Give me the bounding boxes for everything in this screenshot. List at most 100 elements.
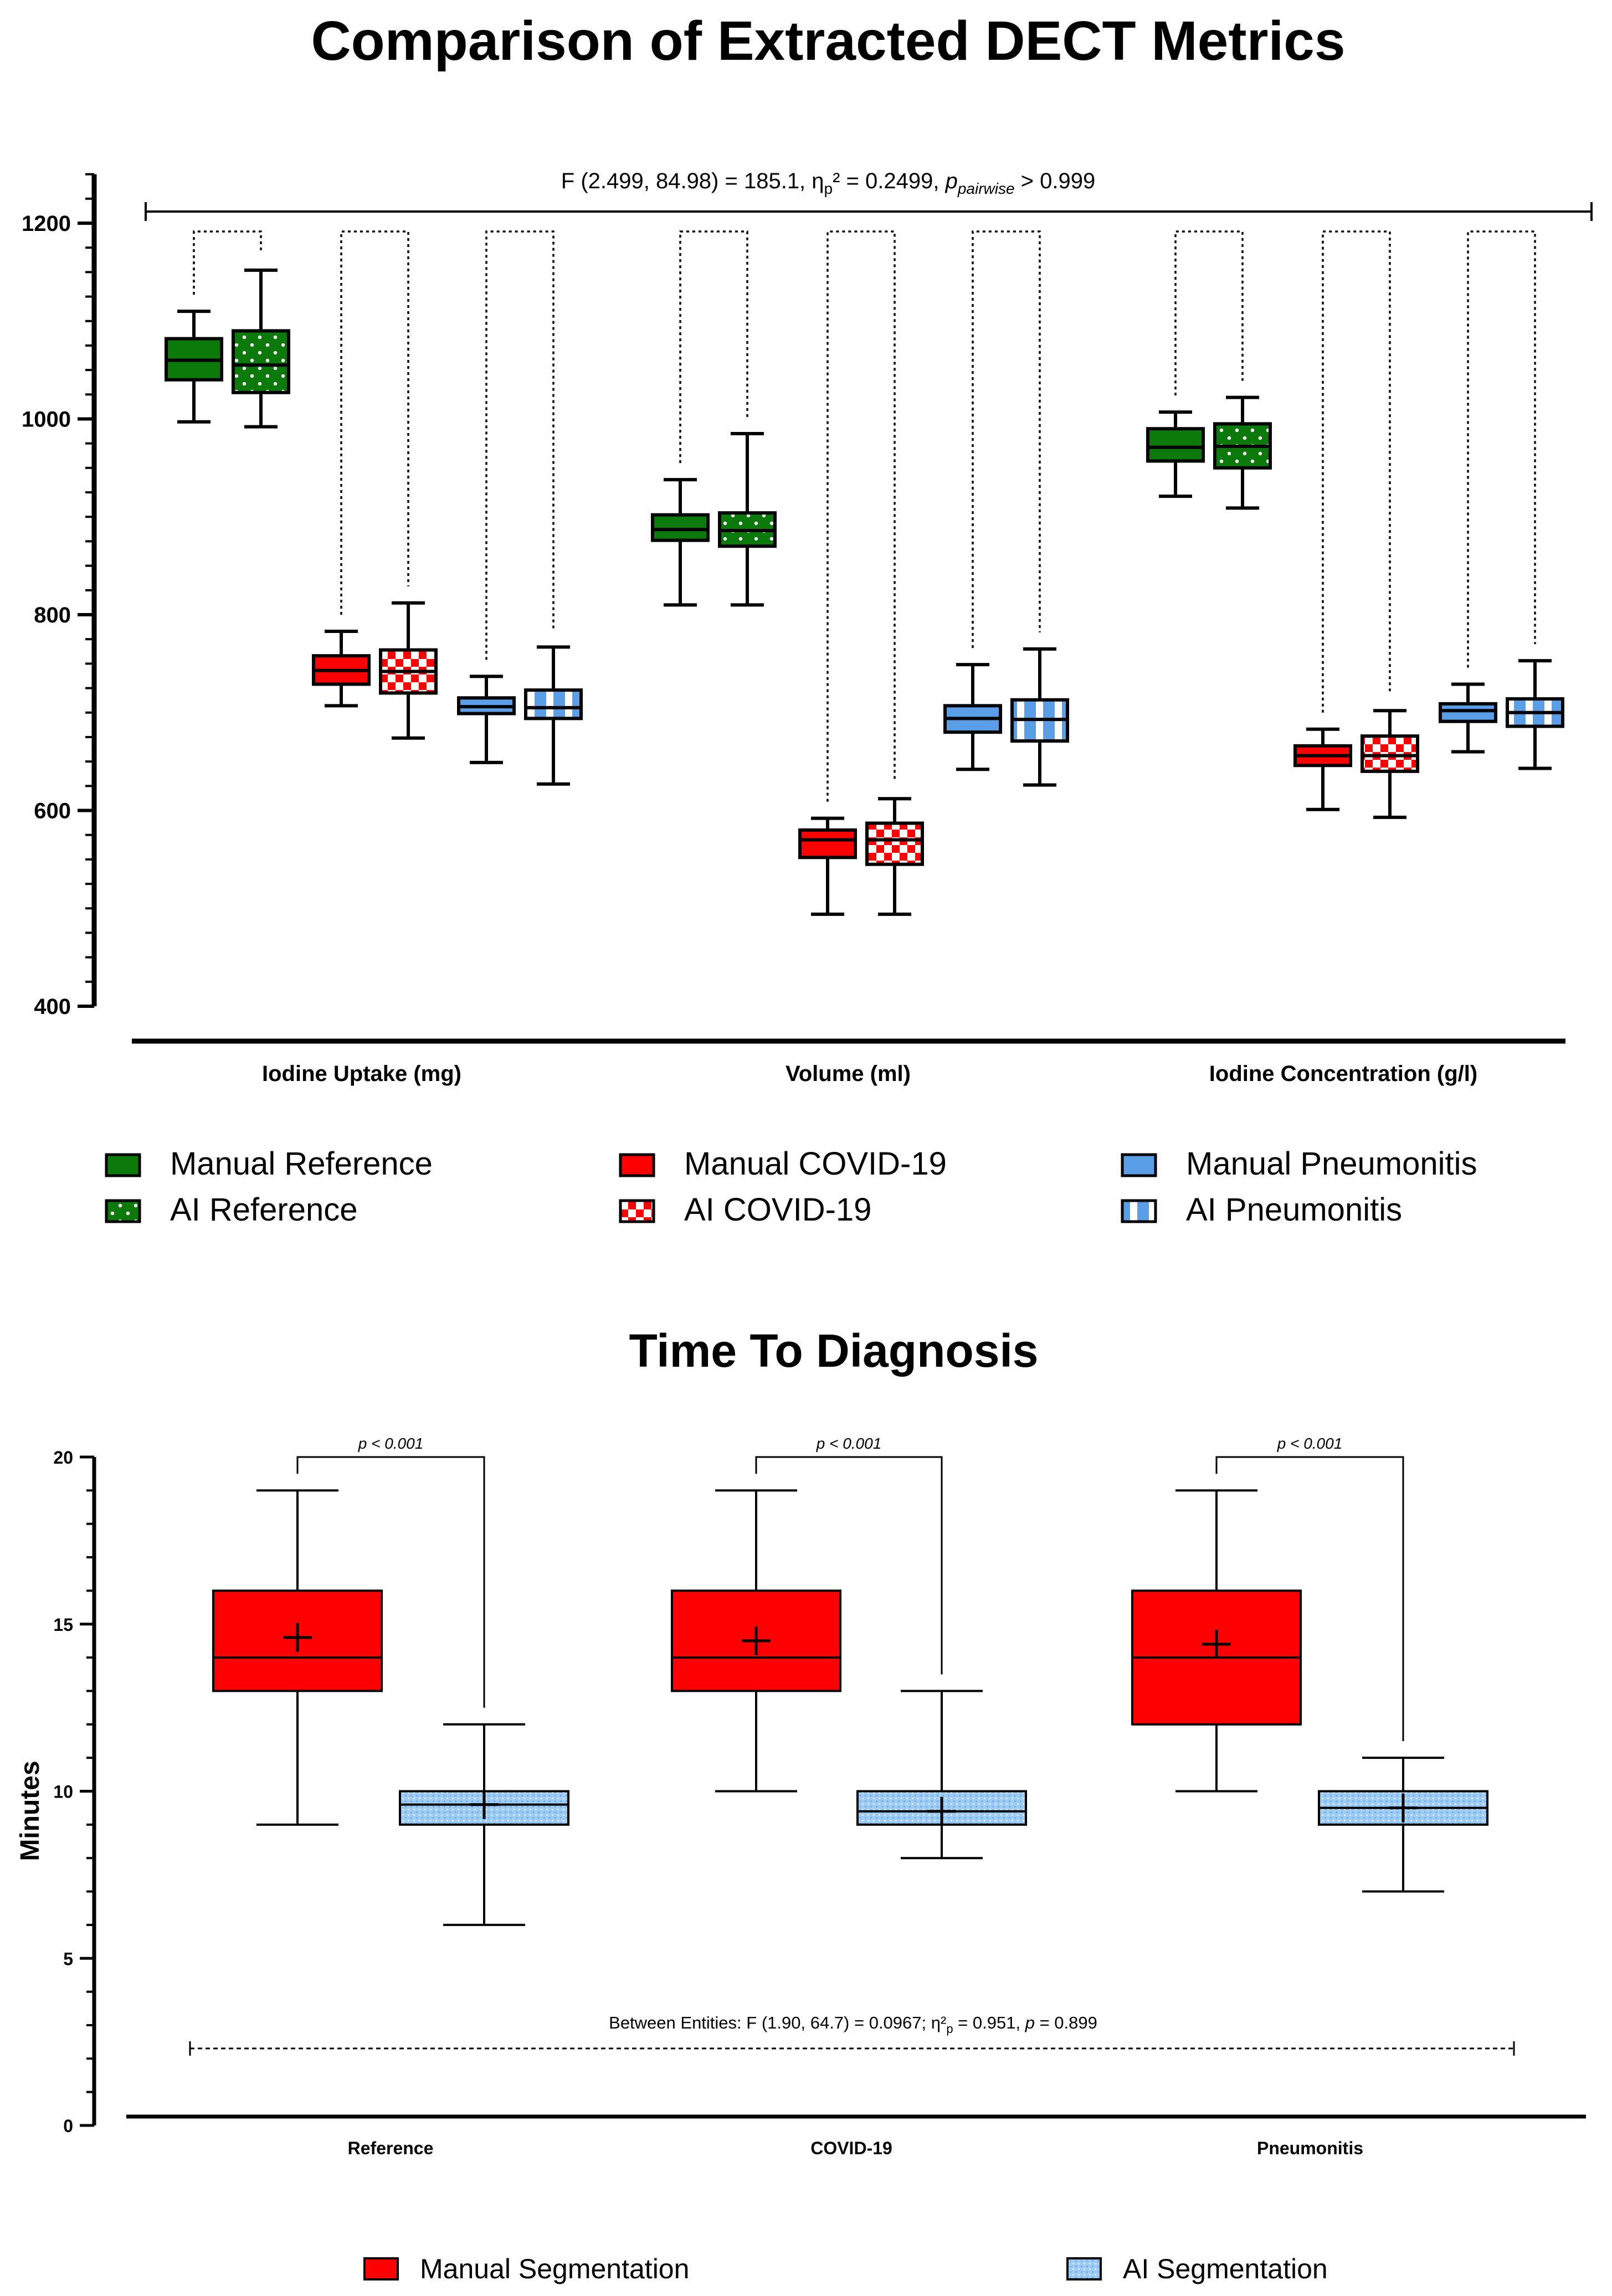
box-iqr — [232, 329, 290, 394]
dect-bracket-iodine-uptake-mg — [485, 230, 555, 660]
legend-item-ai-covid-19: AI COVID-19 — [619, 1192, 871, 1228]
legend-swatch — [619, 1153, 655, 1177]
legend-item-ai-reference: AI Reference — [105, 1192, 358, 1228]
dect-x-tick-label: Volume (ml) — [786, 1062, 911, 1086]
time-box-manual-segmentation-covid-19 — [671, 1489, 841, 1793]
box-iqr — [1439, 702, 1497, 723]
time-box-ai-segmentation-pneumonitis — [1318, 1757, 1488, 1893]
legend-swatch — [1066, 2257, 1102, 2280]
dect-box-ai-reference-iodine-concentration-g-l — [1213, 395, 1272, 510]
time-box-manual-segmentation-reference — [212, 1489, 383, 1826]
legend-item-ai-segmentation: AI Segmentation — [1066, 2253, 1328, 2284]
dect-box-manual-pneumonitis-iodine-concentration-g-l — [1439, 682, 1497, 754]
dect-box-ai-pneumonitis-iodine-uptake-mg — [524, 645, 583, 786]
time-bracket-covid-19 — [755, 1456, 943, 1675]
time-bracket-pneumonitis — [1215, 1456, 1404, 1742]
time-bracket-reference — [296, 1456, 485, 1708]
time-y-tick-label: 20 — [53, 1448, 73, 1468]
legend-swatch — [105, 1153, 141, 1177]
dect-y-tick-label: 600 — [34, 799, 71, 823]
legend-item-ai-pneumonitis: AI Pneumonitis — [1121, 1192, 1402, 1228]
dect-y-tick-label: 800 — [34, 603, 71, 627]
legend-label: AI Reference — [170, 1192, 358, 1228]
legend-item-manual-segmentation: Manual Segmentation — [363, 2253, 689, 2284]
legend-swatch — [619, 1199, 655, 1223]
dect-box-manual-covid-19-iodine-concentration-g-l — [1293, 727, 1352, 811]
time-y-tick-label: 5 — [63, 1949, 73, 1969]
time-annotation: Between Entities: F (1.90, 64.7) = 0.096… — [609, 2013, 1097, 2036]
dect-y-tick-label: 400 — [34, 995, 71, 1019]
dect-bracket-iodine-uptake-mg — [340, 230, 409, 615]
dect-box-ai-pneumonitis-iodine-concentration-g-l — [1506, 659, 1564, 770]
dect-pair-brackets — [193, 230, 1536, 802]
dect-box-manual-covid-19-iodine-uptake-mg — [312, 630, 371, 708]
legend-item-manual-covid-19: Manual COVID-19 — [619, 1146, 947, 1182]
dect-boxes — [165, 268, 1564, 916]
dect-bracket-iodine-concentration-g-l — [1174, 230, 1244, 396]
legend-swatch — [1121, 1199, 1157, 1223]
box-iqr — [524, 688, 583, 720]
legend-swatch — [105, 1199, 141, 1223]
time-chart-title: Time To Diagnosis — [629, 1325, 1038, 1377]
time-box-manual-segmentation-pneumonitis — [1131, 1489, 1302, 1793]
time-annotation-line — [189, 2041, 1515, 2056]
box-iqr — [1361, 734, 1419, 773]
time-box-ai-segmentation-covid-19 — [856, 1690, 1027, 1860]
box-iqr — [798, 828, 857, 859]
legend-label: Manual Reference — [170, 1146, 433, 1182]
legend-label: Manual Segmentation — [420, 2253, 689, 2284]
dect-x-tick-label: Iodine Concentration (g/l) — [1209, 1062, 1477, 1086]
time-y-axis: 0 5 10 15 20 — [53, 1448, 96, 2136]
legend-label: AI Pneumonitis — [1186, 1192, 1402, 1228]
legend-swatch — [363, 2257, 399, 2280]
dect-y-axis: 400 600 800 1000 1200 — [22, 173, 97, 1019]
legend-label: Manual Pneumonitis — [1186, 1146, 1477, 1182]
time-boxes — [212, 1489, 1488, 1926]
dect-legend: Manual Reference AI Reference Manual COVID… — [105, 1146, 1477, 1228]
dect-box-manual-reference-volume-ml — [651, 478, 710, 607]
dect-bracket-iodine-uptake-mg — [193, 230, 262, 295]
time-y-tick-label: 15 — [53, 1615, 73, 1635]
time-bracket-p-label: p < 0.001 — [1277, 1435, 1343, 1452]
dect-y-tick-label: 1000 — [22, 408, 71, 432]
time-y-axis-label: Minutes — [16, 1760, 45, 1861]
dect-bracket-volume-ml — [972, 230, 1041, 648]
dect-x-tick-labels: Iodine Uptake (mg) Volume (ml) Iodine Conc… — [262, 1062, 1477, 1086]
dect-bracket-volume-ml — [679, 230, 748, 464]
time-chart: Time To Diagnosis Minutes 0 5 10 15 20 Refer… — [16, 1325, 1586, 2284]
box-iqr — [865, 821, 924, 866]
dect-bracket-iodine-concentration-g-l — [1467, 230, 1536, 668]
dect-box-ai-covid-19-volume-ml — [865, 797, 924, 916]
time-legend: Manual Segmentation AI Segmentation — [363, 2253, 1328, 2284]
dect-bracket-volume-ml — [826, 230, 896, 802]
dect-y-tick-label: 1200 — [22, 212, 71, 236]
legend-swatch — [1121, 1153, 1157, 1177]
dect-box-ai-covid-19-iodine-uptake-mg — [379, 601, 438, 740]
time-x-tick-label: Pneumonitis — [1257, 2138, 1363, 2158]
dect-box-manual-covid-19-volume-ml — [798, 816, 857, 916]
dect-box-ai-pneumonitis-volume-ml — [1010, 647, 1069, 787]
time-pair-brackets: p < 0.001 p < 0.001 p < 0.001 — [296, 1435, 1404, 1742]
legend-label: Manual COVID-19 — [684, 1146, 947, 1182]
box-iqr — [1146, 427, 1205, 463]
dect-box-ai-reference-volume-ml — [718, 432, 777, 607]
legend-label: AI COVID-19 — [684, 1192, 871, 1228]
dect-x-tick-label: Iodine Uptake (mg) — [262, 1062, 461, 1086]
legend-item-manual-reference: Manual Reference — [105, 1146, 433, 1182]
dect-bracket-iodine-concentration-g-l — [1322, 230, 1391, 713]
dect-box-manual-pneumonitis-iodine-uptake-mg — [457, 675, 516, 764]
time-y-tick-label: 0 — [63, 2116, 73, 2136]
time-y-tick-label: 10 — [53, 1782, 73, 1802]
dect-box-ai-reference-iodine-uptake-mg — [232, 268, 290, 429]
time-box-ai-segmentation-reference — [399, 1723, 569, 1926]
time-x-tick-labels: Reference COVID-19 Pneumonitis — [348, 2138, 1363, 2158]
time-x-tick-label: Reference — [348, 2138, 434, 2158]
legend-item-manual-pneumonitis: Manual Pneumonitis — [1121, 1146, 1477, 1182]
time-bracket-p-label: p < 0.001 — [358, 1435, 424, 1452]
time-bracket-p-label: p < 0.001 — [816, 1435, 882, 1452]
legend-label: AI Segmentation — [1123, 2253, 1328, 2284]
dect-box-manual-reference-iodine-uptake-mg — [165, 310, 223, 424]
dect-annotation: F (2.499, 84.98) = 185.1, ηp² = 0.2499, … — [561, 169, 1095, 197]
dect-box-manual-pneumonitis-volume-ml — [943, 663, 1002, 771]
